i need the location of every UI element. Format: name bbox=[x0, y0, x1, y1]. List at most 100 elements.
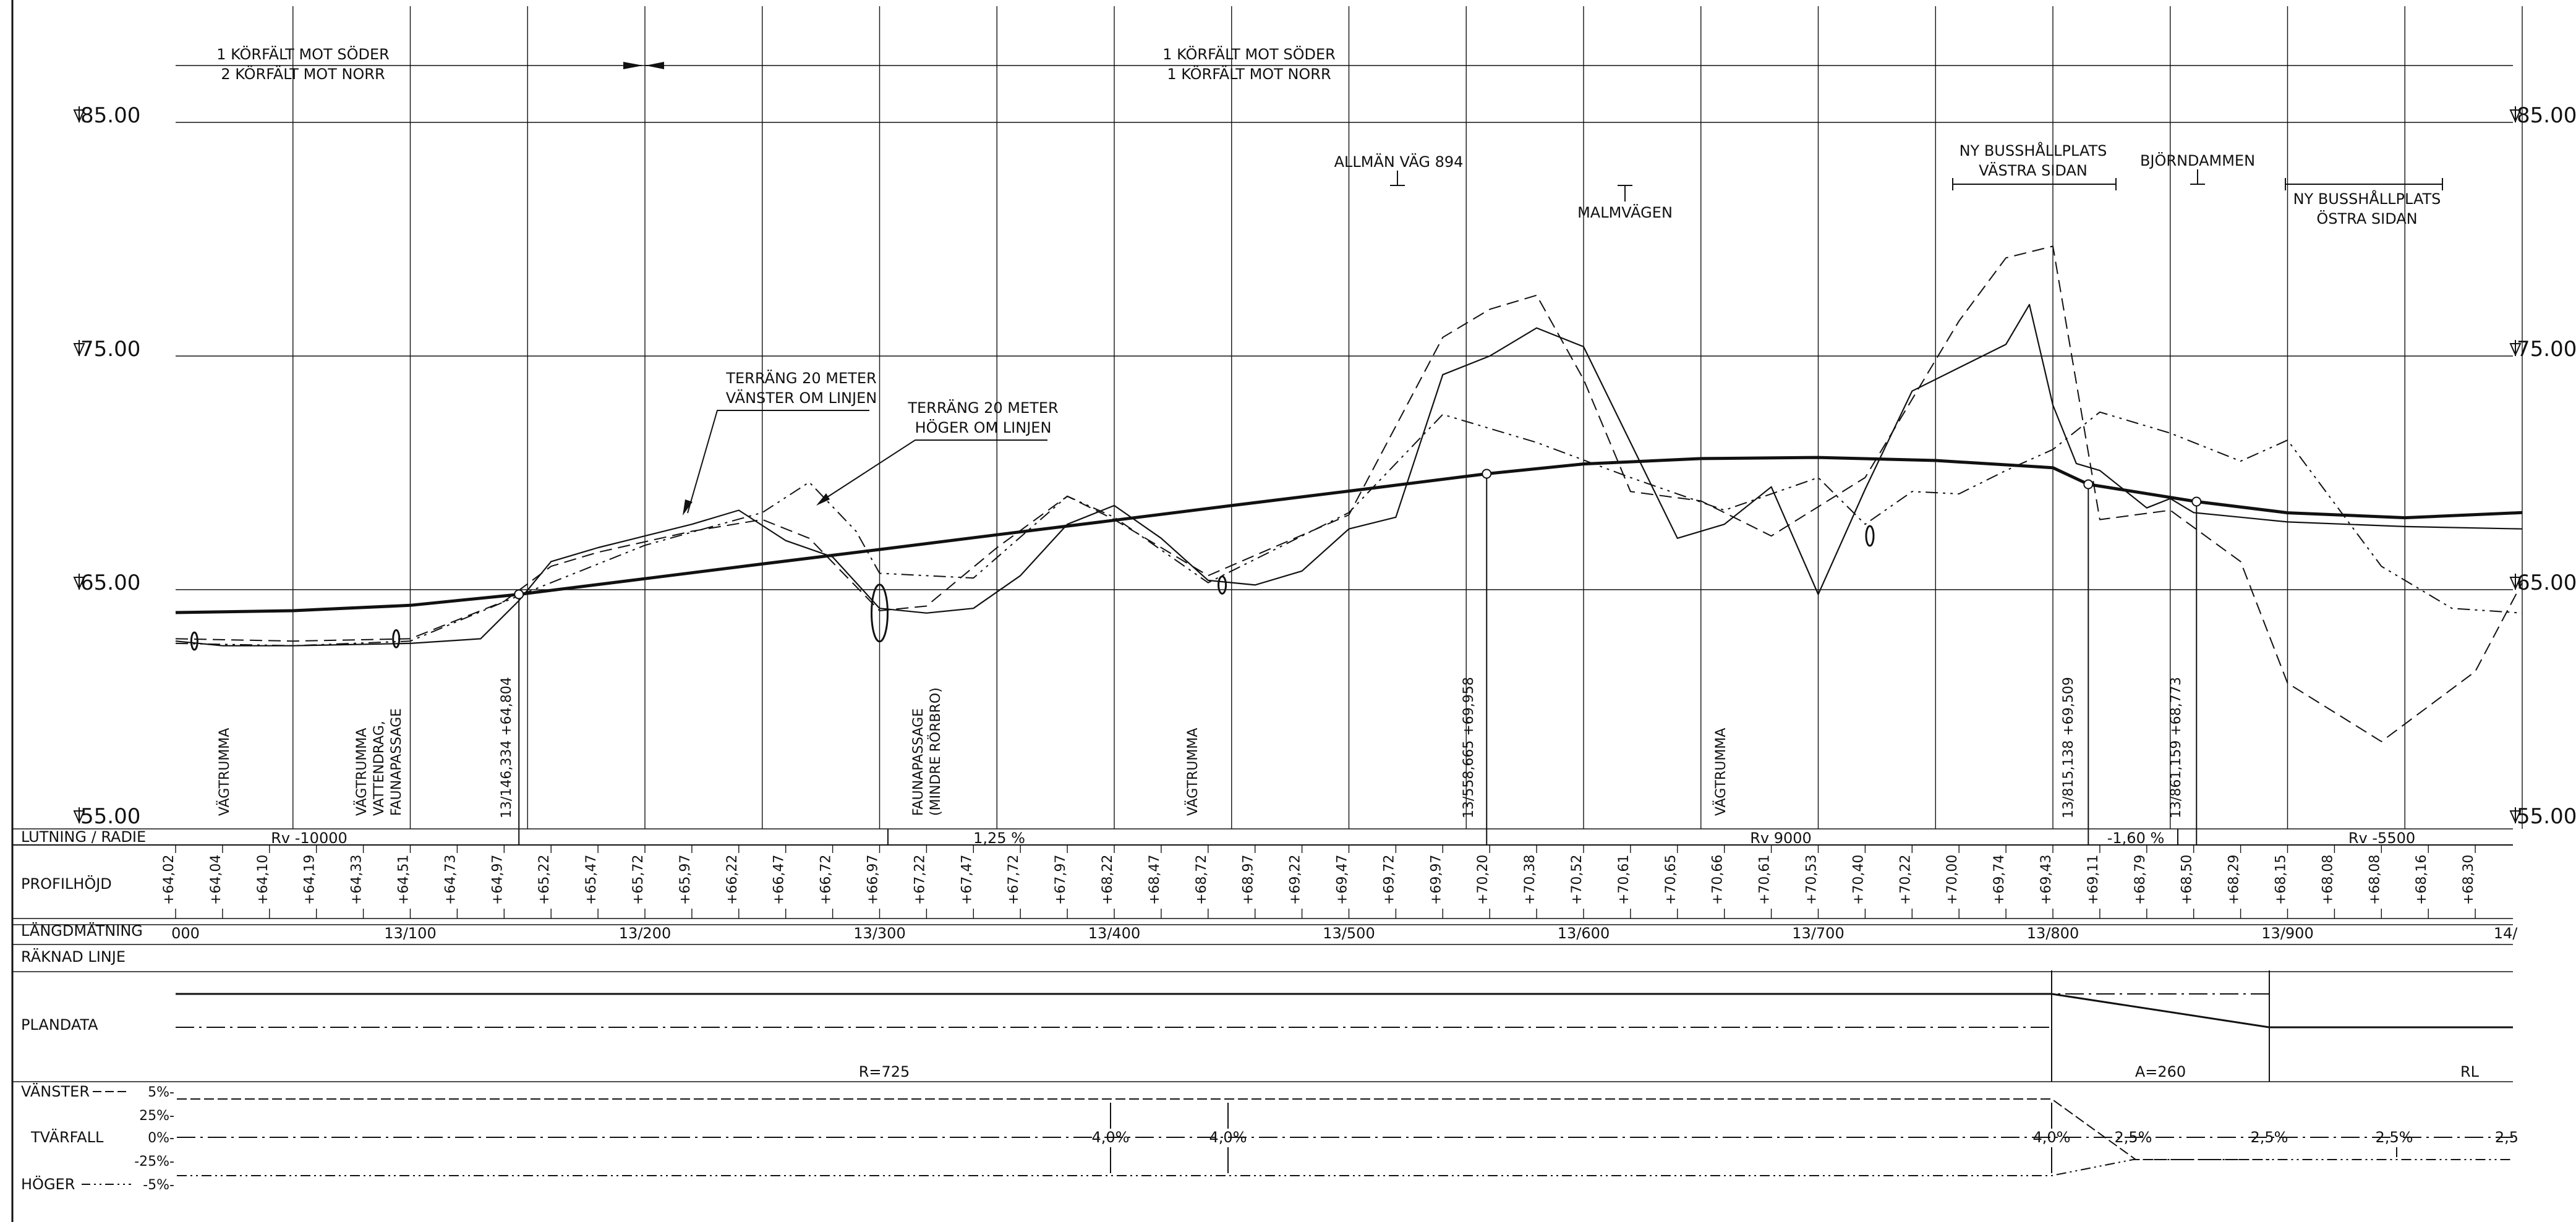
profil-value-10: +65,72 bbox=[631, 855, 646, 905]
profil-value-7: +64,97 bbox=[490, 855, 505, 905]
lutning-value-3: Rv 9000 bbox=[1750, 830, 1812, 847]
row-label-plandata: PLANDATA bbox=[21, 1016, 98, 1033]
label-vagtrumma-3: VÄGTRUMMA bbox=[1185, 728, 1201, 816]
breakpoint-label-2: 13/558,665 +69,958 bbox=[1461, 677, 1477, 818]
profil-value-2: +64,10 bbox=[255, 855, 271, 905]
breakpoint-marker-2 bbox=[1482, 469, 1492, 479]
tvarfall-value-3: 4,0% bbox=[2033, 1129, 2071, 1146]
row-label-tvarfall: TVÄRFALL bbox=[30, 1128, 104, 1146]
row-labels: LUTNING / RADIE PROFILHÖJD LÄNGDMÄTNING … bbox=[21, 828, 146, 1193]
profil-value-15: +66,97 bbox=[866, 855, 881, 905]
bjorndammen-tee-icon bbox=[2190, 169, 2205, 185]
annotation-terrain-right-2: HÖGER OM LINJEN bbox=[915, 418, 1052, 436]
profil-value-28: +70,20 bbox=[1475, 855, 1491, 905]
tvarfall-value-4: 2,5% bbox=[2115, 1129, 2152, 1146]
breakpoint-marker-3 bbox=[2083, 479, 2094, 490]
annotation-busshallplats-vastra-2: VÄSTRA SIDAN bbox=[1979, 161, 2088, 179]
annotation-malmvagen: MALMVÄGEN bbox=[1577, 203, 1673, 221]
profil-value-24: +69,22 bbox=[1288, 855, 1303, 905]
label-faunapassage-line-1: FAUNAPASSAGE bbox=[911, 708, 926, 816]
profil-value-34: +70,61 bbox=[1757, 855, 1773, 905]
breakpoint-label-3: 13/815,138 +69,509 bbox=[2061, 677, 2076, 818]
elev-55-right: 55.00 bbox=[2517, 804, 2576, 829]
profil-value-32: +70,65 bbox=[1663, 855, 1679, 905]
profile-marks bbox=[190, 469, 2202, 845]
frame-lines bbox=[11, 0, 2513, 1222]
culvert-marker-1 bbox=[190, 631, 198, 651]
plandata-alignment-line bbox=[176, 993, 2513, 1029]
label-vagtrumma-2-line-2: VATTENDRAG, bbox=[372, 721, 387, 816]
profil-value-0: +64,02 bbox=[161, 855, 177, 905]
tvarfall-values: 4,0% 4,0% 4,0% 2,5% 2,5% 2,5% 2,5 bbox=[1092, 1129, 2519, 1146]
langd-value-5: 13/500 bbox=[1323, 925, 1375, 942]
profil-value-21: +68,47 bbox=[1147, 855, 1162, 905]
profil-value-44: +68,29 bbox=[2227, 855, 2242, 905]
annotation-busshallplats-ostra-1: NY BUSSHÅLLPLATS bbox=[2293, 190, 2441, 208]
profil-value-19: +67,97 bbox=[1053, 855, 1068, 905]
langd-value-2: 13/200 bbox=[619, 925, 671, 942]
tvarfall-arrows bbox=[1110, 1103, 2397, 1173]
label-vagtrumma-4: VÄGTRUMMA bbox=[1713, 728, 1729, 816]
row-label-hoger: HÖGER bbox=[21, 1175, 75, 1193]
profil-value-22: +68,72 bbox=[1194, 855, 1209, 905]
profil-value-29: +70,38 bbox=[1522, 855, 1538, 905]
annotation-terrain-right-1: TERRÄNG 20 METER bbox=[907, 399, 1058, 417]
elev-75-left: 75.00 bbox=[80, 337, 140, 362]
culvert-marker-5 bbox=[1865, 525, 1875, 547]
langd-value-6: 13/600 bbox=[1558, 925, 1610, 942]
elevation-marker-icons bbox=[73, 106, 2522, 824]
annotation-busshallplats-ostra-2: ÖSTRA SIDAN bbox=[2316, 210, 2417, 227]
profil-value-35: +70,53 bbox=[1804, 855, 1820, 905]
row-label-vanster: VÄNSTER bbox=[21, 1082, 90, 1100]
series-profile bbox=[175, 456, 2523, 614]
lutning-value-4: -1,60 % bbox=[2107, 830, 2165, 847]
culvert-marker-2 bbox=[392, 629, 401, 648]
profilhojd-values: +64,02 +64,04 +64,10 +64,19 +64,33 +64,51 +64,… bbox=[161, 845, 2476, 919]
langd-value-4: 13/400 bbox=[1088, 925, 1140, 942]
label-faunapassage-line-2: (MINDRE RÖRBRO) bbox=[928, 687, 944, 816]
annotation-busshallplats-vastra-1: NY BUSSHÅLLPLATS bbox=[1960, 142, 2107, 159]
profil-value-20: +68,22 bbox=[1100, 855, 1115, 905]
profil-value-43: +68,50 bbox=[2180, 855, 2195, 905]
elev-65-left: 65.00 bbox=[80, 571, 140, 595]
profile-grid bbox=[292, 6, 2523, 829]
profil-value-31: +70,61 bbox=[1616, 855, 1632, 905]
profil-value-23: +68,97 bbox=[1241, 855, 1256, 905]
series-terrain-left-20m bbox=[175, 245, 2523, 742]
profil-value-27: +69,97 bbox=[1428, 855, 1444, 905]
profil-value-11: +65,97 bbox=[678, 855, 693, 905]
profile-series bbox=[175, 245, 2523, 742]
profil-value-41: +69,11 bbox=[2086, 855, 2101, 905]
plandata-value-clothoid: A=260 bbox=[2135, 1063, 2186, 1080]
profil-value-26: +69,72 bbox=[1381, 855, 1397, 905]
plandata-value-radius: R=725 bbox=[859, 1063, 910, 1080]
lutning-value-1: Rv -10000 bbox=[271, 830, 348, 847]
label-vagtrumma-2-line-3: FAUNAPASSAGE bbox=[389, 708, 404, 816]
breakpoint-label-1: 13/146,334 +64,804 bbox=[499, 677, 514, 818]
profil-value-13: +66,47 bbox=[772, 855, 787, 905]
langd-value-3: 13/300 bbox=[853, 925, 905, 942]
terrain-right-leader bbox=[819, 439, 1047, 503]
busshallplats-vastra-extent bbox=[1952, 178, 2117, 190]
lutning-value-2: 1,25 % bbox=[973, 830, 1025, 847]
label-vagtrumma-2-line-1: VÄGTRUMMA bbox=[354, 728, 370, 816]
plandata-diagram: R=725 A=260 RL bbox=[176, 970, 2513, 1082]
tvarfall-value-5: 2,5% bbox=[2251, 1129, 2288, 1146]
profil-value-12: +66,22 bbox=[725, 855, 740, 905]
profil-value-40: +69,43 bbox=[2039, 855, 2054, 905]
terrain-left-leader bbox=[687, 410, 869, 514]
tvarfall-scale-m25: -25%- bbox=[134, 1154, 174, 1169]
vertical-object-labels: VÄGTRUMMA VÄGTRUMMA VATTENDRAG, FAUNAPAS… bbox=[216, 687, 1729, 816]
lanes-left-line-1: 1 KÖRFÄLT MOT SÖDER bbox=[216, 45, 390, 63]
profil-value-46: +68,08 bbox=[2320, 855, 2335, 905]
row-label-lutning: LUTNING / RADIE bbox=[21, 828, 146, 846]
profil-value-3: +64,19 bbox=[302, 855, 318, 905]
plandata-reference-line bbox=[176, 993, 2269, 1028]
tvarfall-value-1: 4,0% bbox=[1092, 1129, 1130, 1146]
profil-value-17: +67,47 bbox=[959, 855, 975, 905]
langd-value-9: 13/900 bbox=[2261, 925, 2313, 942]
profil-value-30: +70,52 bbox=[1569, 855, 1585, 905]
row-label-profilhojd: PROFILHÖJD bbox=[21, 875, 112, 893]
tvarfall-left-line bbox=[177, 1098, 2269, 1160]
